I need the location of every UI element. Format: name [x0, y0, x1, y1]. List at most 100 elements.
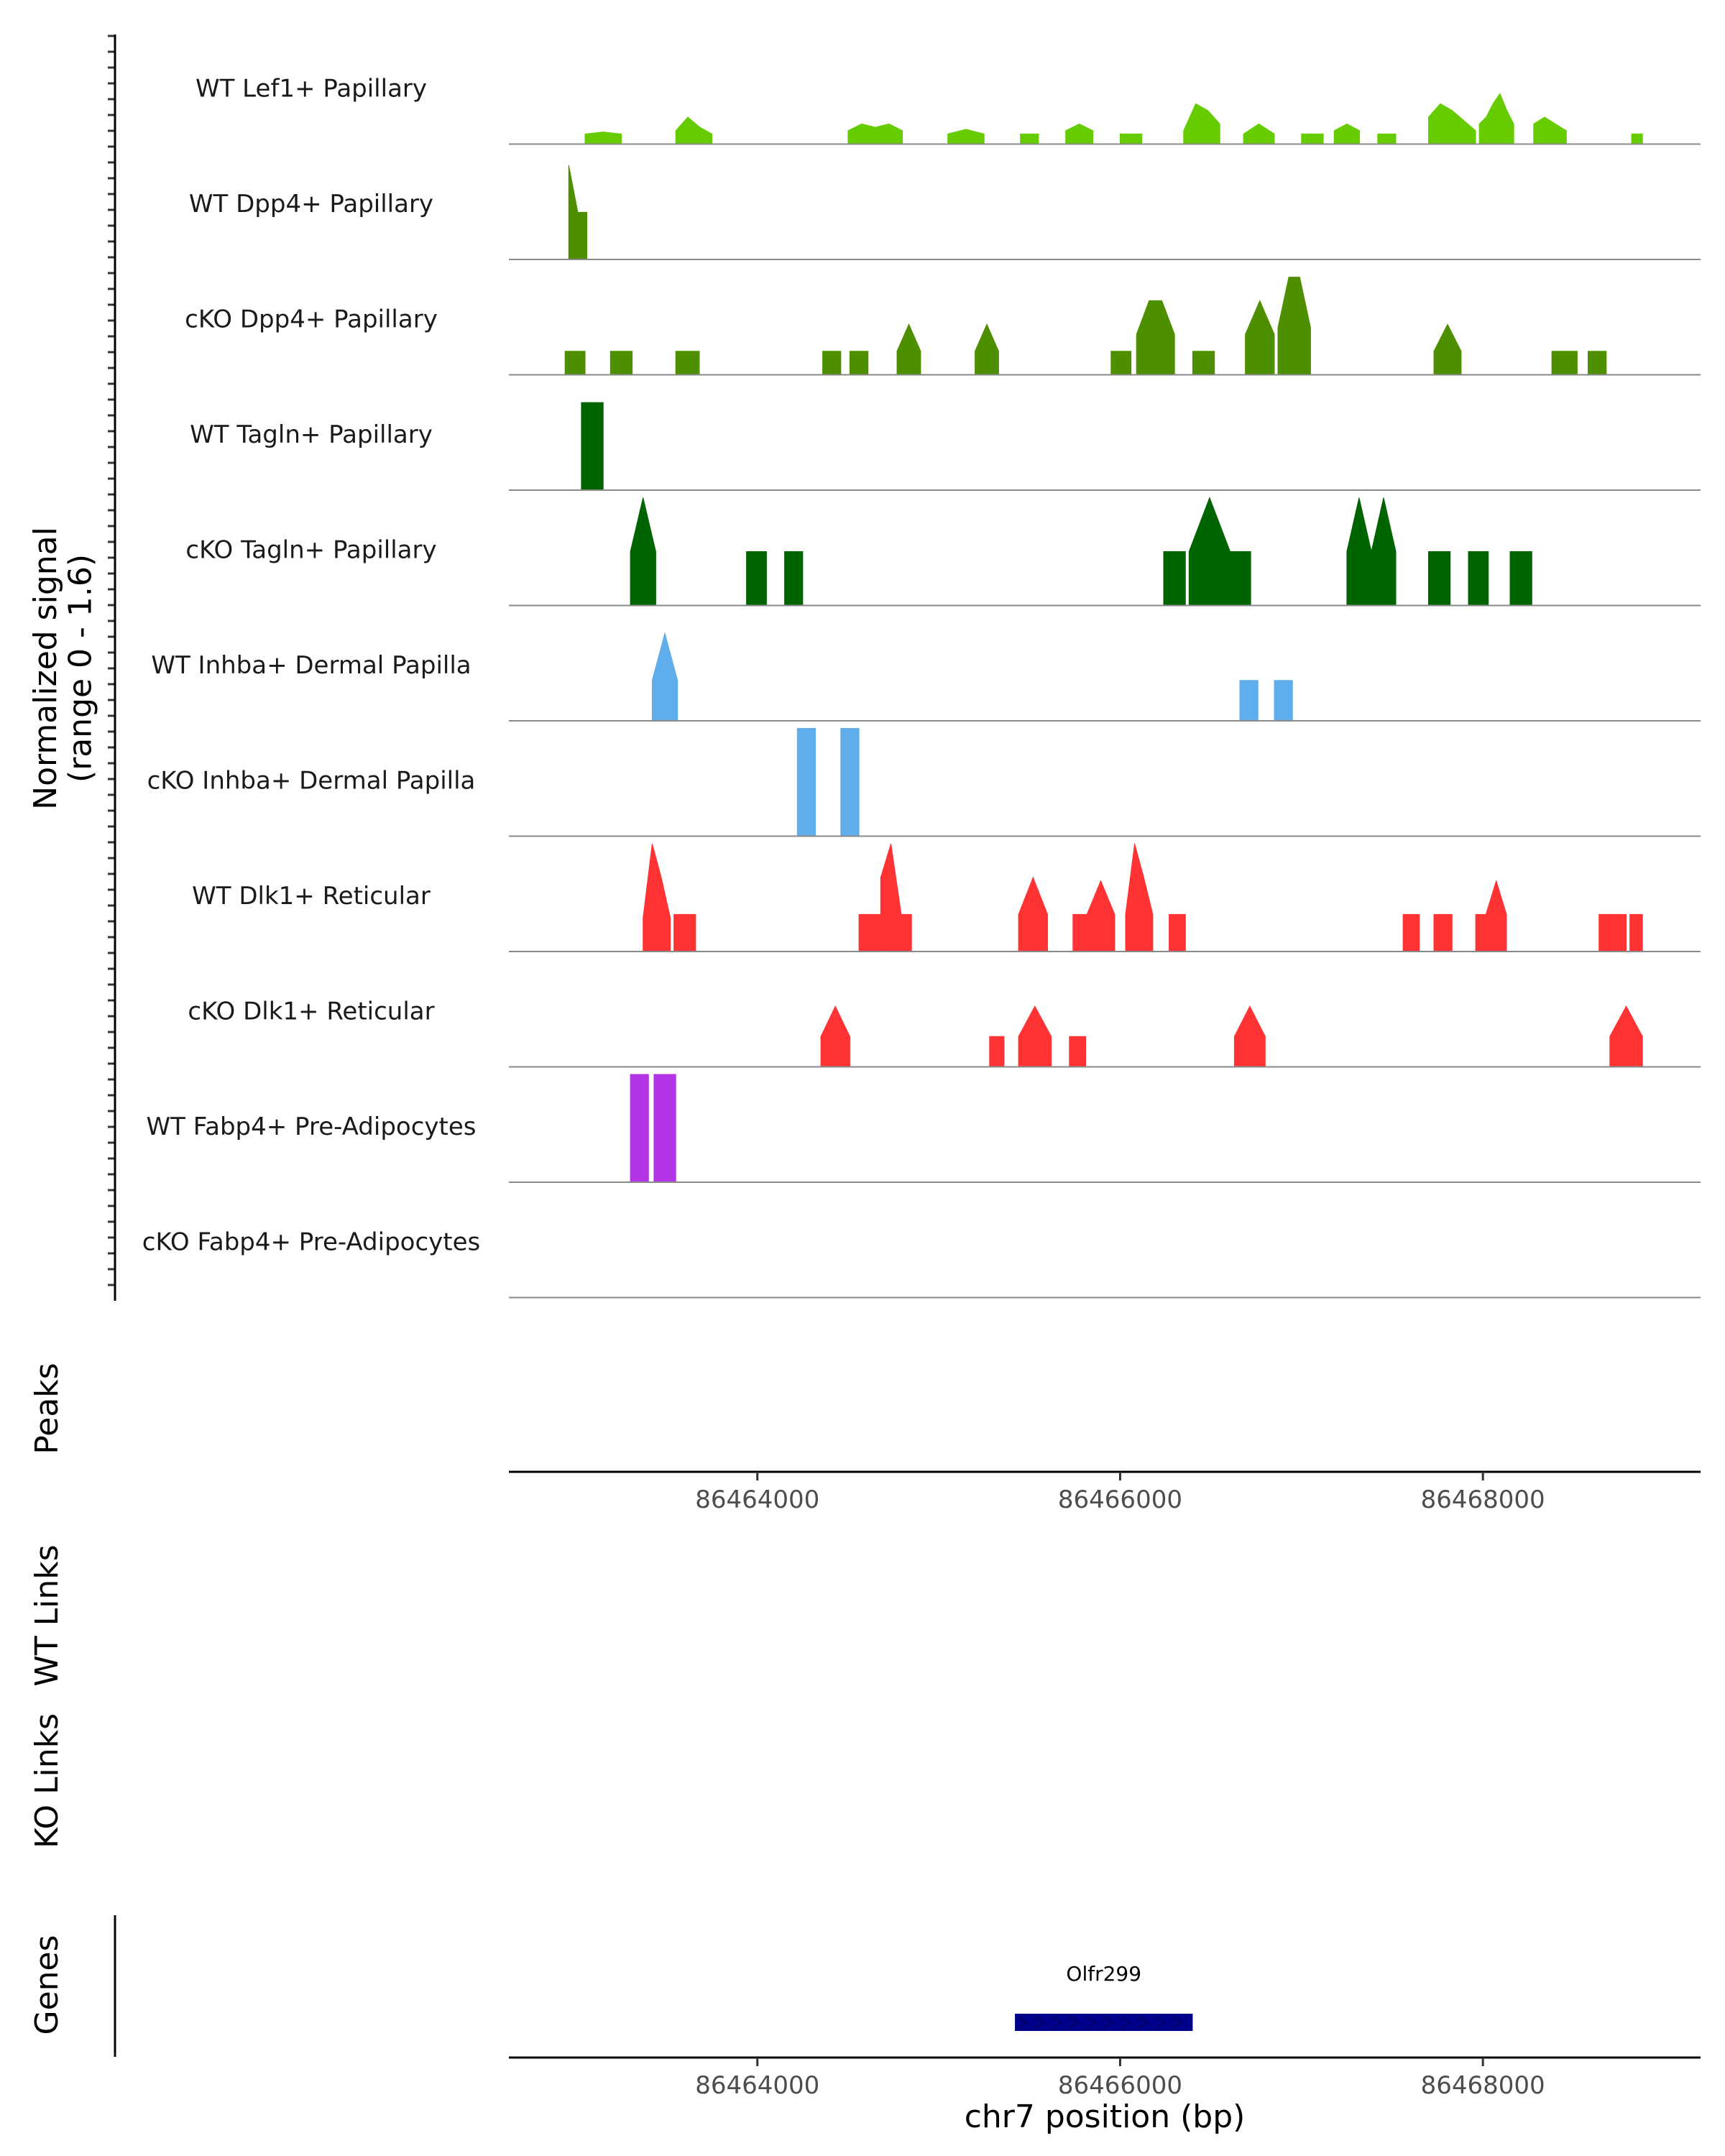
coverage-track: WT Inhba+ Dermal Papilla [151, 632, 1701, 722]
track-label: cKO Dlk1+ Reticular [188, 998, 434, 1026]
coverage-peak [1243, 123, 1275, 144]
coverage-peak [643, 843, 671, 952]
coverage-peak [989, 1036, 1005, 1067]
coverage-peak [675, 351, 700, 375]
gene-body [1015, 2014, 1193, 2031]
gene-label: Olfr299 [1066, 1962, 1141, 1986]
coverage-peak [610, 351, 633, 375]
coverage-peak [1428, 103, 1476, 144]
coverage-peak [1239, 680, 1259, 722]
coverage-peak [1188, 497, 1251, 606]
coverage-peak [1277, 277, 1311, 375]
coverage-tracks: WT Lef1+ Papillary WT Dpp4+ Papillary cKO … [142, 75, 1701, 1299]
coverage-peak [1333, 123, 1361, 144]
gene-track: Olfr299 [1015, 1962, 1193, 2031]
coverage-peak [1631, 133, 1643, 144]
strand-arrow [1103, 2016, 1114, 2029]
x-tick-label: 86466000 [1058, 2071, 1182, 2100]
coverage-peak [1192, 351, 1215, 375]
track-label: cKO Dpp4+ Papillary [185, 305, 438, 334]
strand-arrow [1034, 2016, 1045, 2029]
x-tick-label: 86464000 [695, 1485, 819, 1514]
track-label: cKO Inhba+ Dermal Papilla [147, 767, 476, 796]
coverage-peak [673, 913, 696, 952]
coverage-track: WT Lef1+ Papillary [196, 75, 1701, 145]
coverage-peak [1468, 551, 1489, 606]
coverage-peak [1433, 913, 1453, 952]
peaks-x-axis-ticks: 86464000 86466000 86468000 [695, 1472, 1545, 1514]
track-label: WT Dlk1+ Reticular [192, 882, 431, 911]
coverage-track: cKO Fabp4+ Pre-Adipocytes [142, 1228, 1701, 1299]
coverage-peak [1428, 551, 1451, 606]
wt-links-side-label: WT Links [29, 1544, 65, 1686]
x-axis-title: chr7 position (bp) [965, 2099, 1246, 2135]
peaks-side-label: Peaks [29, 1363, 65, 1454]
coverage-peak [1072, 880, 1116, 952]
coverage-peak [1125, 843, 1154, 952]
coverage-peak [1609, 1005, 1643, 1067]
coverage-track: cKO Dlk1+ Reticular [188, 998, 1701, 1068]
coverage-peak [1598, 913, 1627, 952]
strand-arrow [1138, 2016, 1149, 2029]
coverage-peak [822, 351, 842, 375]
ko-links-side-label: KO Links [29, 1713, 65, 1848]
coverage-peak [746, 551, 767, 606]
x-tick-label: 86468000 [1421, 2071, 1545, 2100]
track-label: WT Lef1+ Papillary [196, 75, 427, 103]
coverage-peak [675, 116, 713, 144]
coverage-peak [1433, 323, 1462, 375]
coverage-track: cKO Inhba+ Dermal Papilla [147, 728, 1701, 837]
coverage-peak [820, 1005, 850, 1067]
coverage-peak [1069, 1036, 1086, 1067]
strand-arrow [1155, 2016, 1166, 2029]
coverage-peak [1169, 913, 1186, 952]
coverage-peak [784, 551, 804, 606]
coverage-peak [1629, 913, 1643, 952]
coverage-peak [653, 1074, 676, 1183]
coverage-peak [1588, 351, 1607, 375]
coverage-track: cKO Tagln+ Papillary [185, 497, 1701, 607]
coverage-peak [1020, 133, 1039, 144]
coverage-peak [896, 323, 921, 375]
coverage-track: WT Dpp4+ Papillary [189, 165, 1701, 260]
genes-side-label: Genes [29, 1935, 65, 2035]
coverage-peak [975, 323, 999, 375]
genes-x-axis-ticks: 86464000 86466000 86468000 [695, 2058, 1545, 2100]
coverage-peak [1533, 116, 1567, 144]
coverage-track: WT Fabp4+ Pre-Adipocytes [147, 1074, 1701, 1183]
x-tick-label: 86464000 [695, 2071, 819, 2100]
coverage-track: WT Dlk1+ Reticular [192, 843, 1701, 952]
coverage-track: WT Tagln+ Papillary [190, 402, 1701, 491]
coverage-peak [1018, 1005, 1052, 1067]
coverage-peak [1274, 680, 1293, 722]
strand-arrow [1172, 2016, 1183, 2029]
x-tick-label: 86468000 [1421, 1485, 1545, 1514]
coverage-peak [796, 728, 816, 837]
coverage-peak [947, 129, 985, 144]
coverage-peak [858, 913, 881, 952]
coverage-track: cKO Dpp4+ Papillary [185, 277, 1701, 376]
strand-arrow [1086, 2016, 1097, 2029]
coverage-peak [1509, 551, 1532, 606]
strand-arrow [1052, 2016, 1062, 2029]
coverage-peak [1183, 103, 1220, 144]
strand-arrow [1121, 2016, 1131, 2029]
coverage-peak [1065, 123, 1094, 144]
coverage-peak [630, 497, 656, 606]
track-label: WT Inhba+ Dermal Papilla [151, 651, 471, 680]
x-tick-label: 86466000 [1058, 1485, 1182, 1514]
coverage-peak [1245, 300, 1275, 375]
coverage-peak [849, 351, 869, 375]
track-label: WT Tagln+ Papillary [190, 420, 433, 449]
coverage-peak [1377, 133, 1397, 144]
coverage-peak [1110, 351, 1132, 375]
coverage-peak [630, 1074, 649, 1183]
signal-y-axis-ticks [108, 34, 115, 1286]
coverage-peak [847, 123, 903, 144]
coverage-peak [1136, 300, 1175, 375]
coverage-peak [1475, 879, 1507, 952]
coverage-peak [1163, 551, 1186, 606]
track-label: cKO Tagln+ Papillary [185, 536, 436, 565]
coverage-peak [1018, 876, 1048, 952]
coverage-peak [1551, 351, 1578, 375]
